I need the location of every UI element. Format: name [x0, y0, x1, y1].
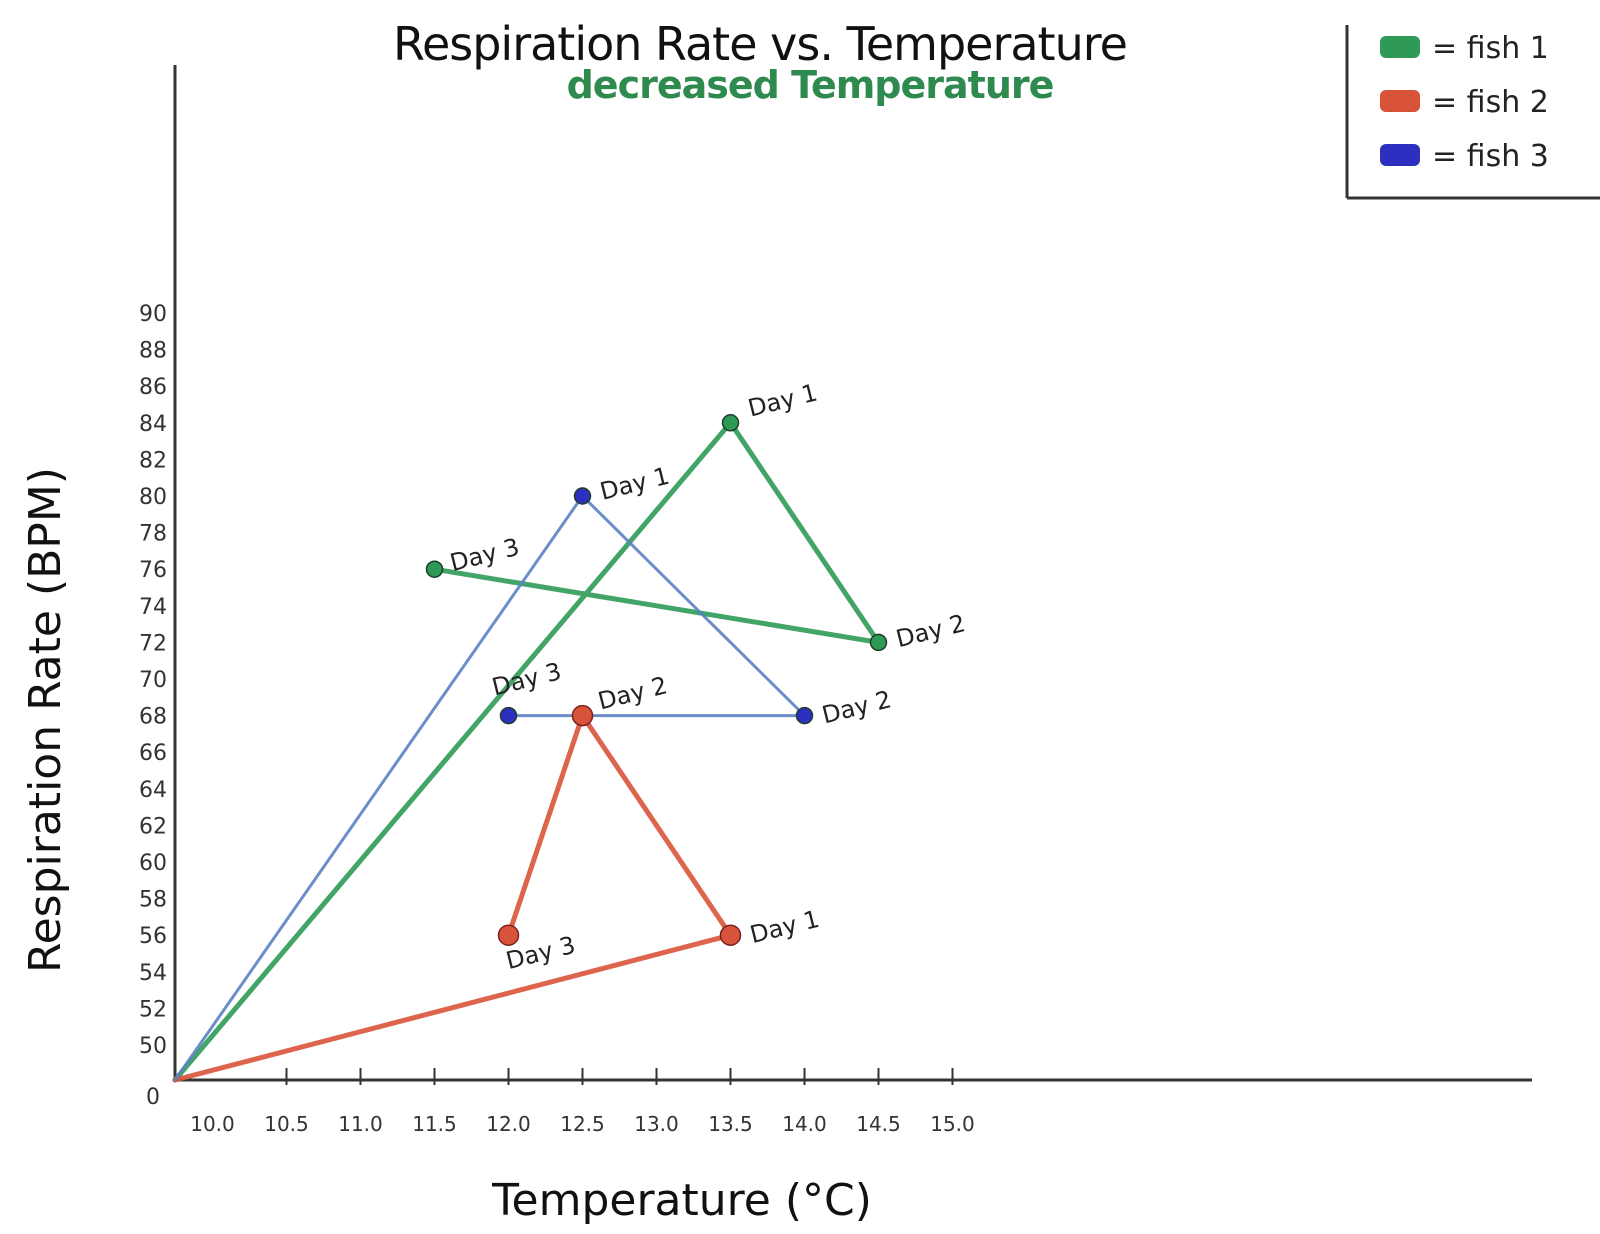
y-tick-label: 82: [139, 448, 167, 473]
y-axis-label: Respiration Rate (BPM): [20, 467, 71, 973]
y-tick-label: 62: [139, 814, 167, 839]
y-tick-label: 80: [139, 485, 167, 510]
origin-label: 0: [146, 1085, 160, 1110]
point-label: Day 1: [747, 905, 822, 949]
x-tick-label: 10.0: [190, 1112, 235, 1136]
axes: [173, 65, 1532, 1082]
y-tick-label: 58: [139, 888, 167, 913]
point-label: Day 1: [597, 462, 672, 506]
point-label: Day 1: [745, 378, 820, 422]
y-tick-label: 74: [139, 595, 167, 620]
y-tick-label: 66: [139, 741, 167, 766]
data-point-fish-3: [573, 487, 592, 505]
series-line-fish-1: [172, 420, 881, 1083]
legend-label-fish-1: = fish 1: [1432, 31, 1549, 66]
point-label: Day 2: [595, 671, 670, 715]
legend-swatch-fish-1: [1380, 36, 1420, 58]
y-tick-label: 54: [139, 961, 167, 986]
data-point-fish-3: [795, 706, 814, 725]
y-tick-label: 76: [139, 558, 167, 583]
legend-swatch-fish-3: [1380, 144, 1420, 166]
y-tick-label: 86: [139, 375, 167, 400]
legend-label-fish-2: = fish 2: [1432, 85, 1549, 120]
data-point-fish-1: [425, 560, 444, 578]
legend-swatch-fish-2: [1380, 90, 1420, 112]
y-tick-label: 64: [139, 778, 167, 803]
y-tick-label: 78: [139, 522, 167, 547]
point-label: Day 2: [819, 685, 894, 729]
x-tick-label: 13.5: [708, 1112, 753, 1136]
y-tick-label: 84: [139, 412, 167, 437]
y-tick-label: 90: [139, 302, 167, 327]
point-label: Day 2: [893, 609, 968, 653]
y-tick-label: 72: [139, 631, 167, 656]
data-point-fish-1: [721, 414, 740, 432]
y-tick-label: 50: [139, 1034, 167, 1059]
y-tick-label: 56: [139, 924, 167, 949]
point-label: Day 3: [447, 533, 522, 577]
chart-subtitle: decreased Temperature: [567, 63, 1054, 107]
data-point-fish-2: [497, 924, 520, 946]
data-point-fish-2: [571, 704, 594, 727]
y-tick-label: 68: [139, 705, 167, 730]
x-tick-label: 12.5: [560, 1112, 605, 1136]
series-line-fish-2: [172, 713, 733, 1083]
data-point-fish-1: [869, 633, 888, 652]
legend-label-fish-3: = fish 3: [1432, 139, 1549, 174]
x-tick-label: 10.5: [264, 1112, 309, 1136]
x-tick-label: 14.5: [856, 1112, 901, 1136]
y-tick-label: 88: [139, 339, 167, 364]
x-tick-label: 11.5: [412, 1112, 457, 1136]
legend: = fish 1 = fish 2 = fish 3: [1345, 25, 1600, 200]
x-tick-label: 12.0: [486, 1112, 531, 1136]
x-tick-label: 13.0: [634, 1112, 679, 1136]
series-line-fish-3: [173, 494, 806, 1082]
x-axis-label: Temperature (°C): [491, 1175, 872, 1226]
y-tick-label: 70: [139, 668, 167, 693]
chart-title: Respiration Rate vs. Temperature: [393, 17, 1127, 71]
x-tick-label: 14.0: [782, 1112, 827, 1136]
y-tick-label: 52: [139, 997, 167, 1022]
data-point-fish-3: [499, 706, 518, 725]
x-tick-label: 11.0: [338, 1112, 383, 1136]
y-tick-label: 60: [139, 851, 167, 876]
data-point-fish-2: [719, 924, 742, 946]
x-tick-label: 15.0: [930, 1112, 975, 1136]
